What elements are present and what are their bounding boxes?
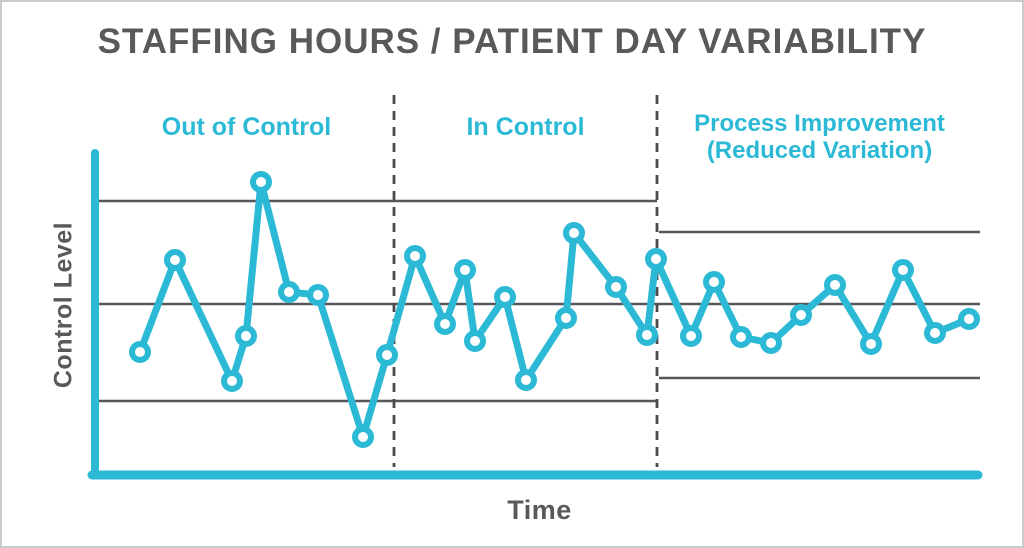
data-point-marker (790, 304, 812, 326)
data-point-marker (307, 284, 329, 306)
data-point-marker (129, 341, 151, 363)
data-point-marker (494, 286, 516, 308)
section-label-process-improvement: Process Improvement (Reduced Variation) (657, 110, 982, 165)
section-label-process-improvement-line2: (Reduced Variation) (706, 136, 933, 164)
data-line (136, 178, 973, 441)
chart-title: STAFFING HOURS / PATIENT DAY VARIABILITY (97, 22, 927, 61)
data-point-marker (924, 322, 946, 344)
data-point-marker (454, 259, 476, 281)
data-point-marker (164, 249, 186, 271)
data-point-marker (515, 369, 537, 391)
data-point-marker (645, 248, 667, 270)
section-label-out-of-control: Out of Control (161, 113, 332, 141)
data-point-marker (760, 332, 782, 354)
data-point-marker (352, 426, 374, 448)
section-label-process-improvement-line1: Process Improvement (694, 110, 945, 137)
data-point-marker (958, 308, 980, 330)
data-point-marker (703, 271, 725, 293)
data-point-marker (636, 324, 658, 346)
data-point-marker (278, 281, 300, 303)
data-point-marker (605, 276, 627, 298)
data-point-marker (235, 325, 257, 347)
x-axis-label: Time (507, 495, 572, 525)
data-point-marker (376, 344, 398, 366)
data-point-marker (221, 370, 243, 392)
data-point-marker (555, 307, 577, 329)
data-point-marker (563, 222, 585, 244)
data-point-marker (250, 171, 272, 193)
data-point-marker (892, 259, 914, 281)
data-point-marker (824, 274, 846, 296)
data-point-marker (730, 326, 752, 348)
data-point-marker (464, 330, 486, 352)
data-point-marker (860, 333, 882, 355)
data-point-marker (680, 325, 702, 347)
data-point-marker (434, 313, 456, 335)
data-point-marker (404, 245, 426, 267)
section-label-in-control: In Control (466, 113, 585, 141)
